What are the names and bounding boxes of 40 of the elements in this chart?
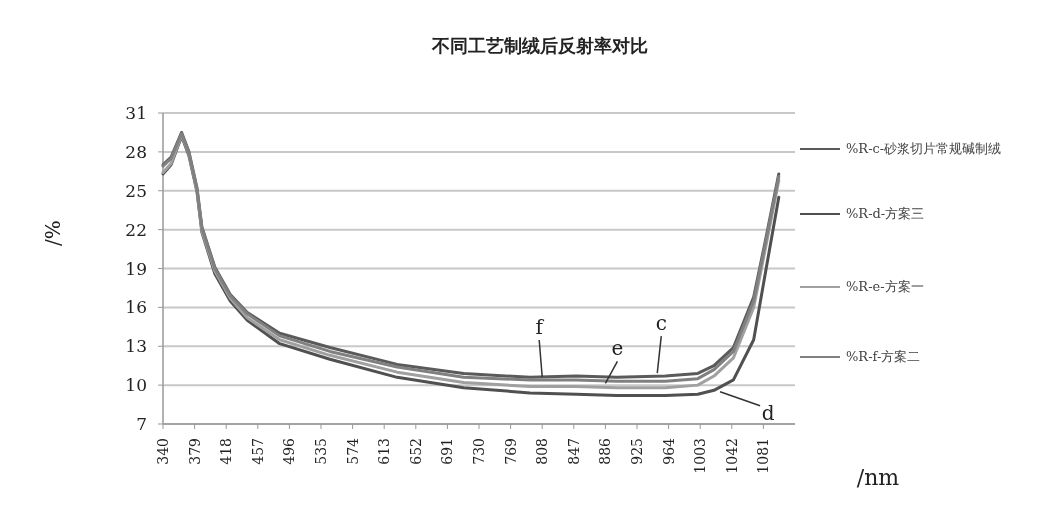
y-axis-title: /% <box>41 220 65 246</box>
x-tick-label: 964 <box>660 437 677 465</box>
x-tick-label: 340 <box>155 438 171 465</box>
x-tick-label: 1003 <box>692 438 709 474</box>
y-tick-label: 16 <box>125 297 147 318</box>
y-tick-label: 10 <box>125 375 147 396</box>
y-tick-label: 22 <box>125 219 147 240</box>
annotation: f <box>535 314 545 339</box>
x-axis-title: /nm <box>856 465 900 490</box>
y-tick-label: 19 <box>125 258 147 279</box>
x-tick-label: 574 <box>344 437 361 465</box>
annotation: c <box>655 311 667 336</box>
x-tick-label: 730 <box>471 438 487 465</box>
y-tick-label: 13 <box>125 336 147 357</box>
legend-label: %R-c-砂浆切片常规碱制绒 <box>846 140 1002 158</box>
x-tick-label: 1042 <box>723 438 740 474</box>
x-tick-label: 769 <box>502 438 519 465</box>
annotation: d <box>761 400 775 425</box>
x-tick-label: 418 <box>218 438 235 465</box>
y-tick-label: 7 <box>136 414 147 434</box>
x-tick-label: 652 <box>407 438 424 465</box>
chart-title: 不同工艺制绒后反射率对比 <box>431 35 648 56</box>
legend-label: %R-e-方案一 <box>846 278 924 296</box>
x-tick-label: 613 <box>376 438 393 465</box>
x-tick-label: 886 <box>597 437 614 465</box>
y-tick-label: 31 <box>125 103 147 123</box>
y-tick-label: 25 <box>125 180 147 201</box>
x-tick-label: 457 <box>249 438 266 465</box>
x-tick-label: 379 <box>186 438 203 465</box>
annotation: e <box>611 336 624 361</box>
y-tick-label: 28 <box>125 141 147 162</box>
x-tick-label: 535 <box>313 438 329 465</box>
legend-label: %R-d-方案三 <box>846 205 925 223</box>
x-tick-label: 808 <box>534 438 551 465</box>
x-tick-label: 925 <box>629 438 645 465</box>
x-tick-label: 847 <box>565 438 582 465</box>
x-tick-label: 691 <box>439 438 456 465</box>
x-tick-label: 496 <box>281 437 298 465</box>
x-tick-label: 1081 <box>755 438 772 474</box>
legend-label: %R-f-方案二 <box>846 348 921 366</box>
